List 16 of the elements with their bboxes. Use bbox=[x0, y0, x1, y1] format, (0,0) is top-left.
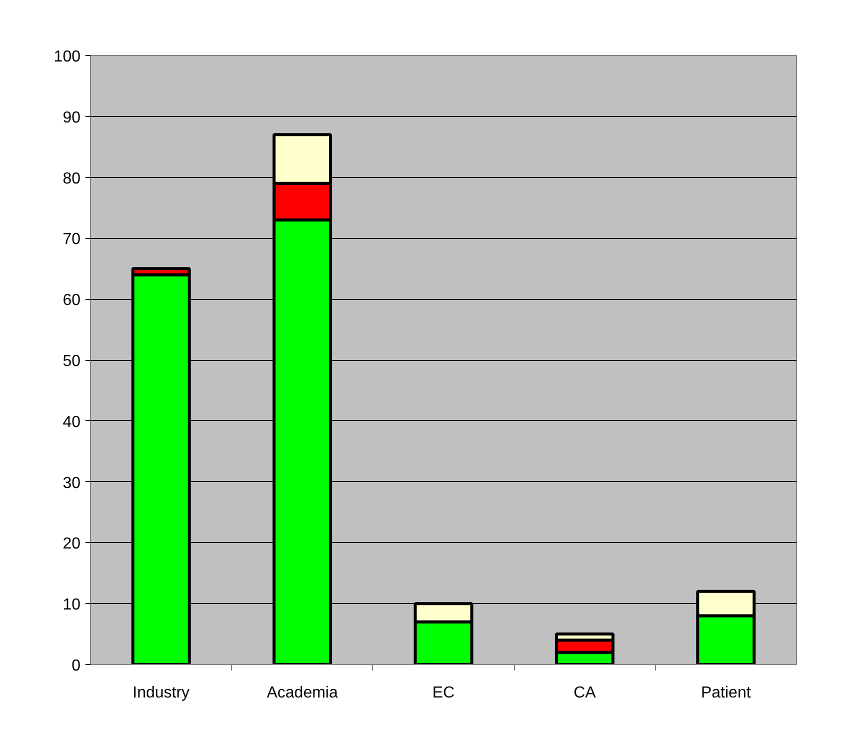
y-tick-label: 80 bbox=[62, 170, 81, 188]
x-tick-label: CA bbox=[574, 684, 596, 702]
y-tick-label: 100 bbox=[54, 48, 81, 66]
x-tick-label: EC bbox=[432, 684, 455, 702]
x-tick-label: Patient bbox=[700, 684, 752, 702]
y-tick-label: 20 bbox=[62, 536, 81, 553]
y-tick-label: 60 bbox=[62, 292, 81, 310]
x-tick-label: Academia bbox=[266, 684, 338, 702]
y-tick-label: 50 bbox=[62, 353, 81, 370]
y-tick-label: 70 bbox=[62, 231, 81, 248]
y-tick-label: 30 bbox=[62, 474, 81, 492]
x-tick-label: Industry bbox=[132, 684, 190, 702]
y-tick-label: 90 bbox=[62, 109, 81, 126]
y-tick-label: 0 bbox=[72, 658, 81, 674]
y-tick-label: 40 bbox=[62, 414, 81, 431]
y-tick-label: 10 bbox=[62, 596, 81, 614]
